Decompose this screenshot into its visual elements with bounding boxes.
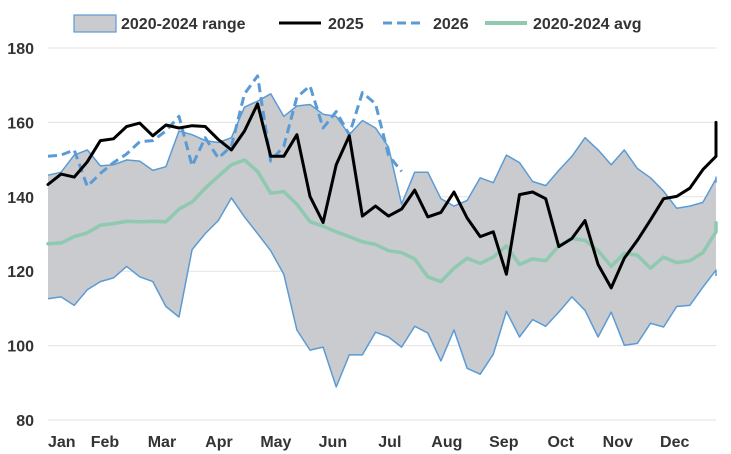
x-tick-label: Jan [48, 434, 76, 451]
x-tick-label: Jun [319, 434, 347, 451]
x-tick-label: Apr [205, 434, 233, 451]
range-band-area [48, 93, 716, 387]
x-tick-label: Sep [489, 434, 519, 451]
x-tick-label: May [260, 434, 291, 451]
y-tick-label: 100 [7, 339, 34, 356]
x-tick-label: Dec [660, 434, 689, 451]
x-tick-label: Mar [148, 434, 176, 451]
legend-label-2020-2024-range: 2020-2024 range [121, 16, 246, 33]
series-lines-layer [46, 74, 718, 290]
x-tick-label: Nov [603, 434, 633, 451]
x-tick-label: Oct [547, 434, 574, 451]
legend-label-2025: 2025 [328, 16, 364, 33]
x-tick-label: Aug [431, 434, 462, 451]
series-line-2025 [46, 102, 718, 290]
legend-swatch-2020-2024-range [73, 14, 117, 33]
range-band-upper-edge [47, 93, 717, 210]
x-tick-label: Jul [378, 434, 401, 451]
legend-label-2020-2024-avg: 2020-2024 avg [533, 16, 642, 33]
legend: 2020-2024 range 2025 2026 2020-2024 avg [73, 14, 642, 33]
legend-label-2026: 2026 [433, 16, 469, 33]
y-tick-label: 180 [7, 41, 34, 58]
range-band-lower-edge [47, 197, 717, 388]
series-line-2026 [47, 74, 403, 188]
range-band-layer [47, 93, 717, 388]
y-tick-label: 160 [7, 115, 34, 132]
y-tick-label: 80 [16, 413, 34, 430]
x-tick-label: Feb [91, 434, 120, 451]
y-axis-tick-labels: 80 100 120 140 160 180 [7, 41, 34, 430]
y-tick-label: 120 [7, 264, 34, 281]
x-axis-tick-labels: Jan Feb Mar Apr May Jun Jul Aug Sep Oct Nov Dec [48, 434, 690, 451]
y-tick-label: 140 [7, 190, 34, 207]
